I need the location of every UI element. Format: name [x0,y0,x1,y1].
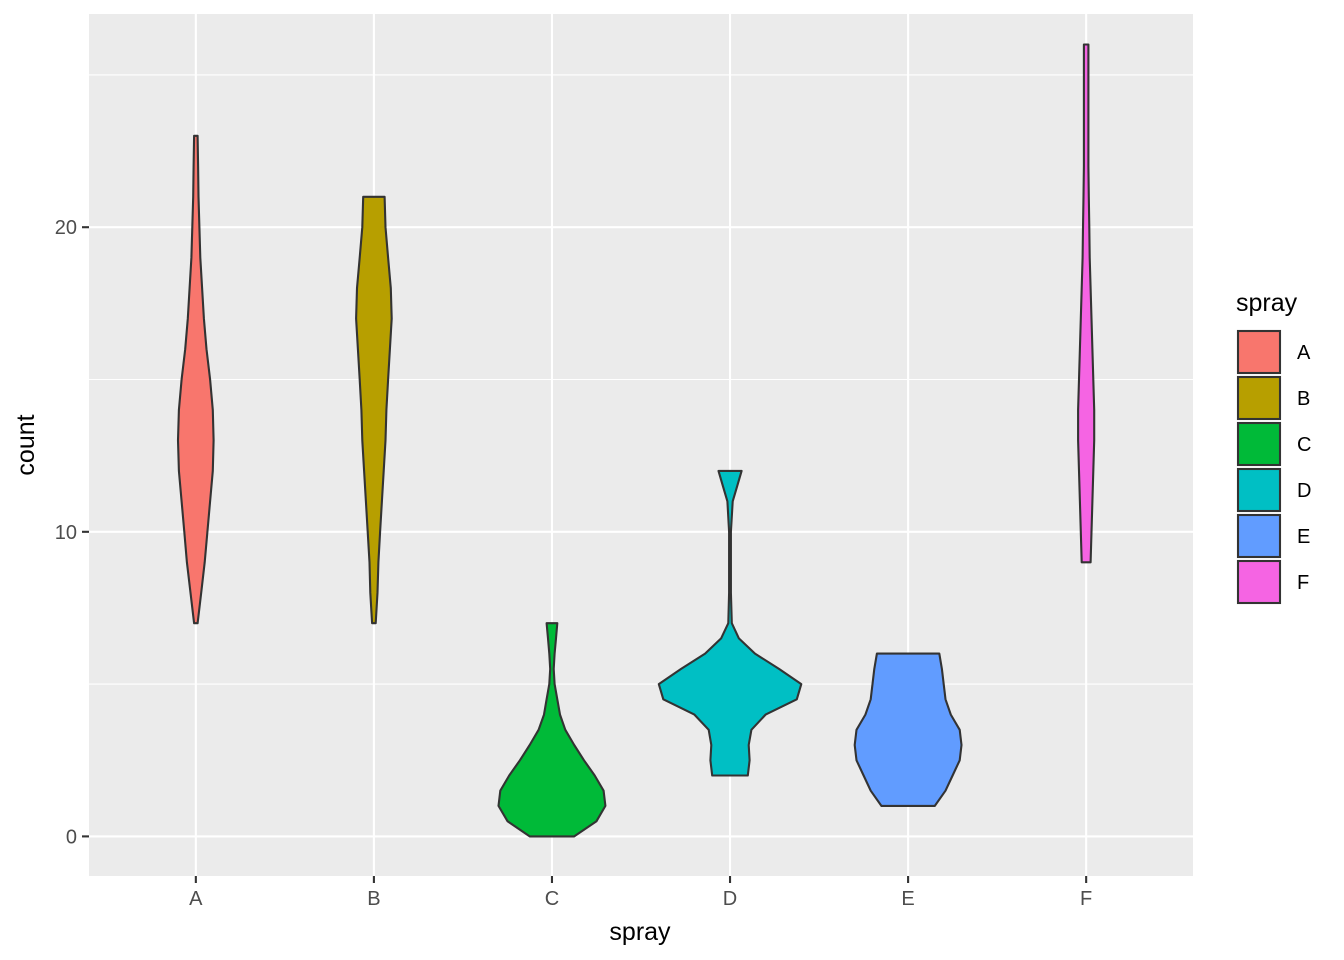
legend-label: E [1297,526,1310,548]
legend-label: C [1297,434,1311,456]
x-tick-label: A [189,888,203,910]
y-axis: 0 10 20 [55,217,89,848]
y-tick-label: 0 [66,826,77,848]
violin-e [853,652,963,807]
legend-label: A [1297,342,1311,364]
y-tick-label: 10 [55,522,77,544]
legend-label: D [1297,480,1311,502]
legend-key-d [1236,467,1282,513]
y-axis-title: count [12,414,40,475]
violins [176,43,1096,838]
x-tick-label: B [367,888,380,910]
legend-label: F [1297,572,1309,594]
x-tick-label: D [723,888,737,910]
violin-a [176,134,215,625]
minor-gridlines [89,74,1193,685]
legend-title: spray [1236,289,1298,317]
x-axis-title: spray [609,918,671,946]
legend-key-e [1236,513,1282,559]
violin-b [355,195,393,625]
x-tick-label: E [901,888,914,910]
violin-d [657,469,803,777]
legend-label: B [1297,388,1310,410]
x-axis: A B C D E F [189,876,1092,910]
legend-key-c [1236,421,1282,467]
violin-f [1077,43,1096,564]
violin-c [497,622,607,838]
plot-panel [89,14,1193,876]
legend-key-f [1236,559,1282,605]
legend: spray A B C D E F [1236,289,1311,605]
x-tick-label: F [1080,888,1092,910]
legend-key-a [1236,329,1282,375]
legend-key-b [1236,375,1282,421]
x-tick-label: C [545,888,559,910]
y-tick-label: 20 [55,217,77,239]
